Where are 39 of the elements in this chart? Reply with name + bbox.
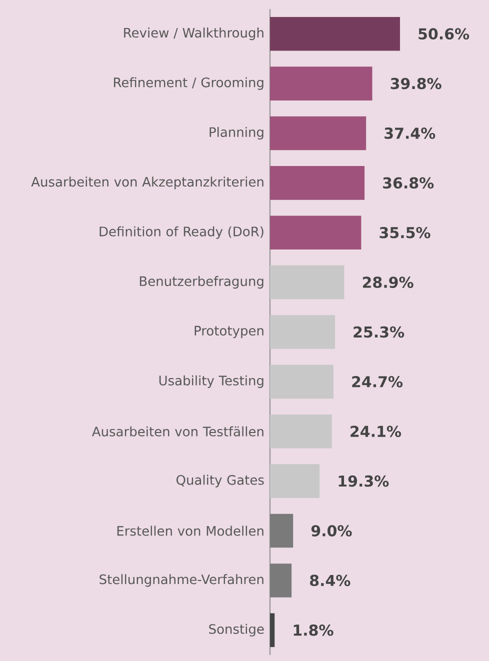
y-tick-label: Prototypen	[194, 326, 264, 338]
y-tick-label: Benutzerbefragung	[140, 276, 264, 289]
bar	[270, 414, 332, 448]
y-tick-label: Stellungnahme-Verfahren	[100, 574, 264, 587]
data-label: 36.8%	[383, 177, 434, 189]
bar	[270, 16, 400, 51]
y-tick-label: Quality Gates	[176, 474, 264, 488]
bar	[270, 464, 320, 498]
y-tick-label: Refinement / Grooming	[114, 77, 264, 90]
bar	[270, 66, 372, 100]
data-label: 19.3%	[338, 475, 389, 487]
bar	[270, 265, 344, 300]
data-label: 9.0%	[311, 525, 352, 536]
bar	[270, 613, 275, 648]
y-tick-label: Usability Testing	[159, 375, 264, 388]
y-tick-label: Review / Walkthrough	[124, 28, 264, 40]
y-tick-label: Ausarbeiten von Akzeptanzkriterien	[31, 176, 264, 190]
data-label: 24.7%	[352, 376, 403, 388]
data-label: 50.6%	[418, 28, 470, 40]
data-label: 1.8%	[294, 624, 334, 636]
y-tick-label: Definition of Ready (DoR)	[100, 226, 264, 239]
bar	[270, 564, 292, 598]
data-label: 39.8%	[390, 78, 442, 90]
y-tick-label: Erstellen von Modellen	[117, 526, 264, 536]
y-tick-label: Planning	[210, 126, 264, 140]
bar	[270, 315, 335, 349]
data-label: 28.9%	[362, 276, 414, 288]
data-label: 37.4%	[384, 128, 436, 139]
bar	[270, 216, 362, 250]
data-label: 24.1%	[350, 426, 402, 438]
data-label: 8.4%	[310, 574, 350, 586]
bar	[270, 364, 334, 399]
data-label: 35.5%	[380, 226, 430, 238]
data-label: 25.3%	[354, 326, 404, 338]
bar	[270, 116, 366, 150]
y-tick-label: Ausarbeiten von Testfällen	[92, 426, 264, 436]
y-tick-label: Sonstige	[209, 624, 264, 636]
bar	[270, 166, 365, 200]
bar	[270, 514, 294, 548]
